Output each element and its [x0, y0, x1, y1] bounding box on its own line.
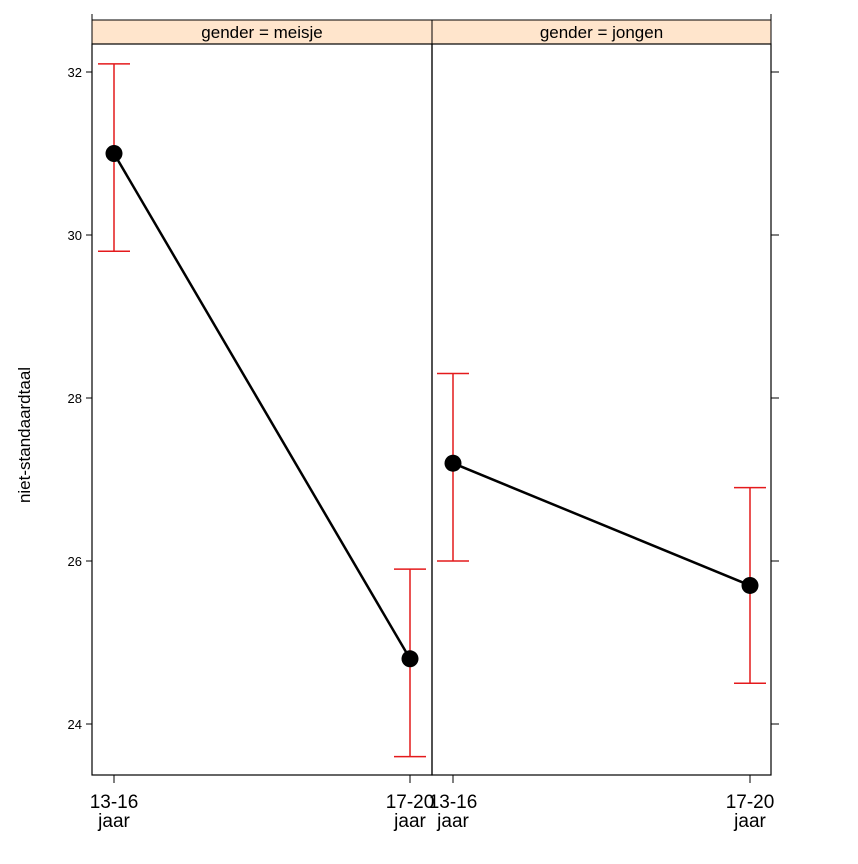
y-tick-label: 28	[68, 391, 82, 406]
panel-strip	[431, 19, 772, 45]
y-axis-title: niet-standaardtaal	[15, 367, 34, 503]
panel-frame	[91, 43, 433, 776]
data-point	[741, 576, 759, 594]
y-tick-label: 26	[68, 554, 82, 569]
y-axis-title-text: niet-standaardtaal	[15, 367, 34, 503]
x-tick-label: 17-20 jaar	[726, 792, 775, 832]
panel-frame	[431, 43, 772, 776]
x-tick-label-line: 17-20	[386, 792, 435, 813]
data-point	[105, 145, 123, 162]
series-line	[452, 462, 751, 587]
y-tick-label: 32	[68, 65, 82, 80]
x-tick-label: 13-16 jaar	[429, 792, 478, 832]
data-point	[401, 650, 419, 668]
y-tick-label: 30	[68, 228, 82, 243]
x-tick-label-line: 13-16	[429, 792, 478, 813]
panel-strip	[91, 19, 433, 45]
x-tick-label-line: 13-16	[90, 792, 139, 813]
x-tick-label-line: jaar	[97, 811, 130, 832]
panel-strip-label: gender = meisje	[201, 23, 322, 42]
panel-strip-label: gender = jongen	[540, 23, 663, 42]
x-tick-label-line: jaar	[393, 811, 426, 832]
x-tick-label-line: 17-20	[726, 792, 775, 813]
data-point	[444, 454, 462, 472]
x-tick-label: 13-16 jaar	[90, 792, 139, 832]
y-tick-label: 24	[68, 717, 82, 732]
series-line	[112, 152, 412, 660]
x-tick-label-line: jaar	[436, 811, 469, 832]
x-tick-label-line: jaar	[733, 811, 766, 832]
x-tick-label: 17-20 jaar	[386, 792, 435, 832]
